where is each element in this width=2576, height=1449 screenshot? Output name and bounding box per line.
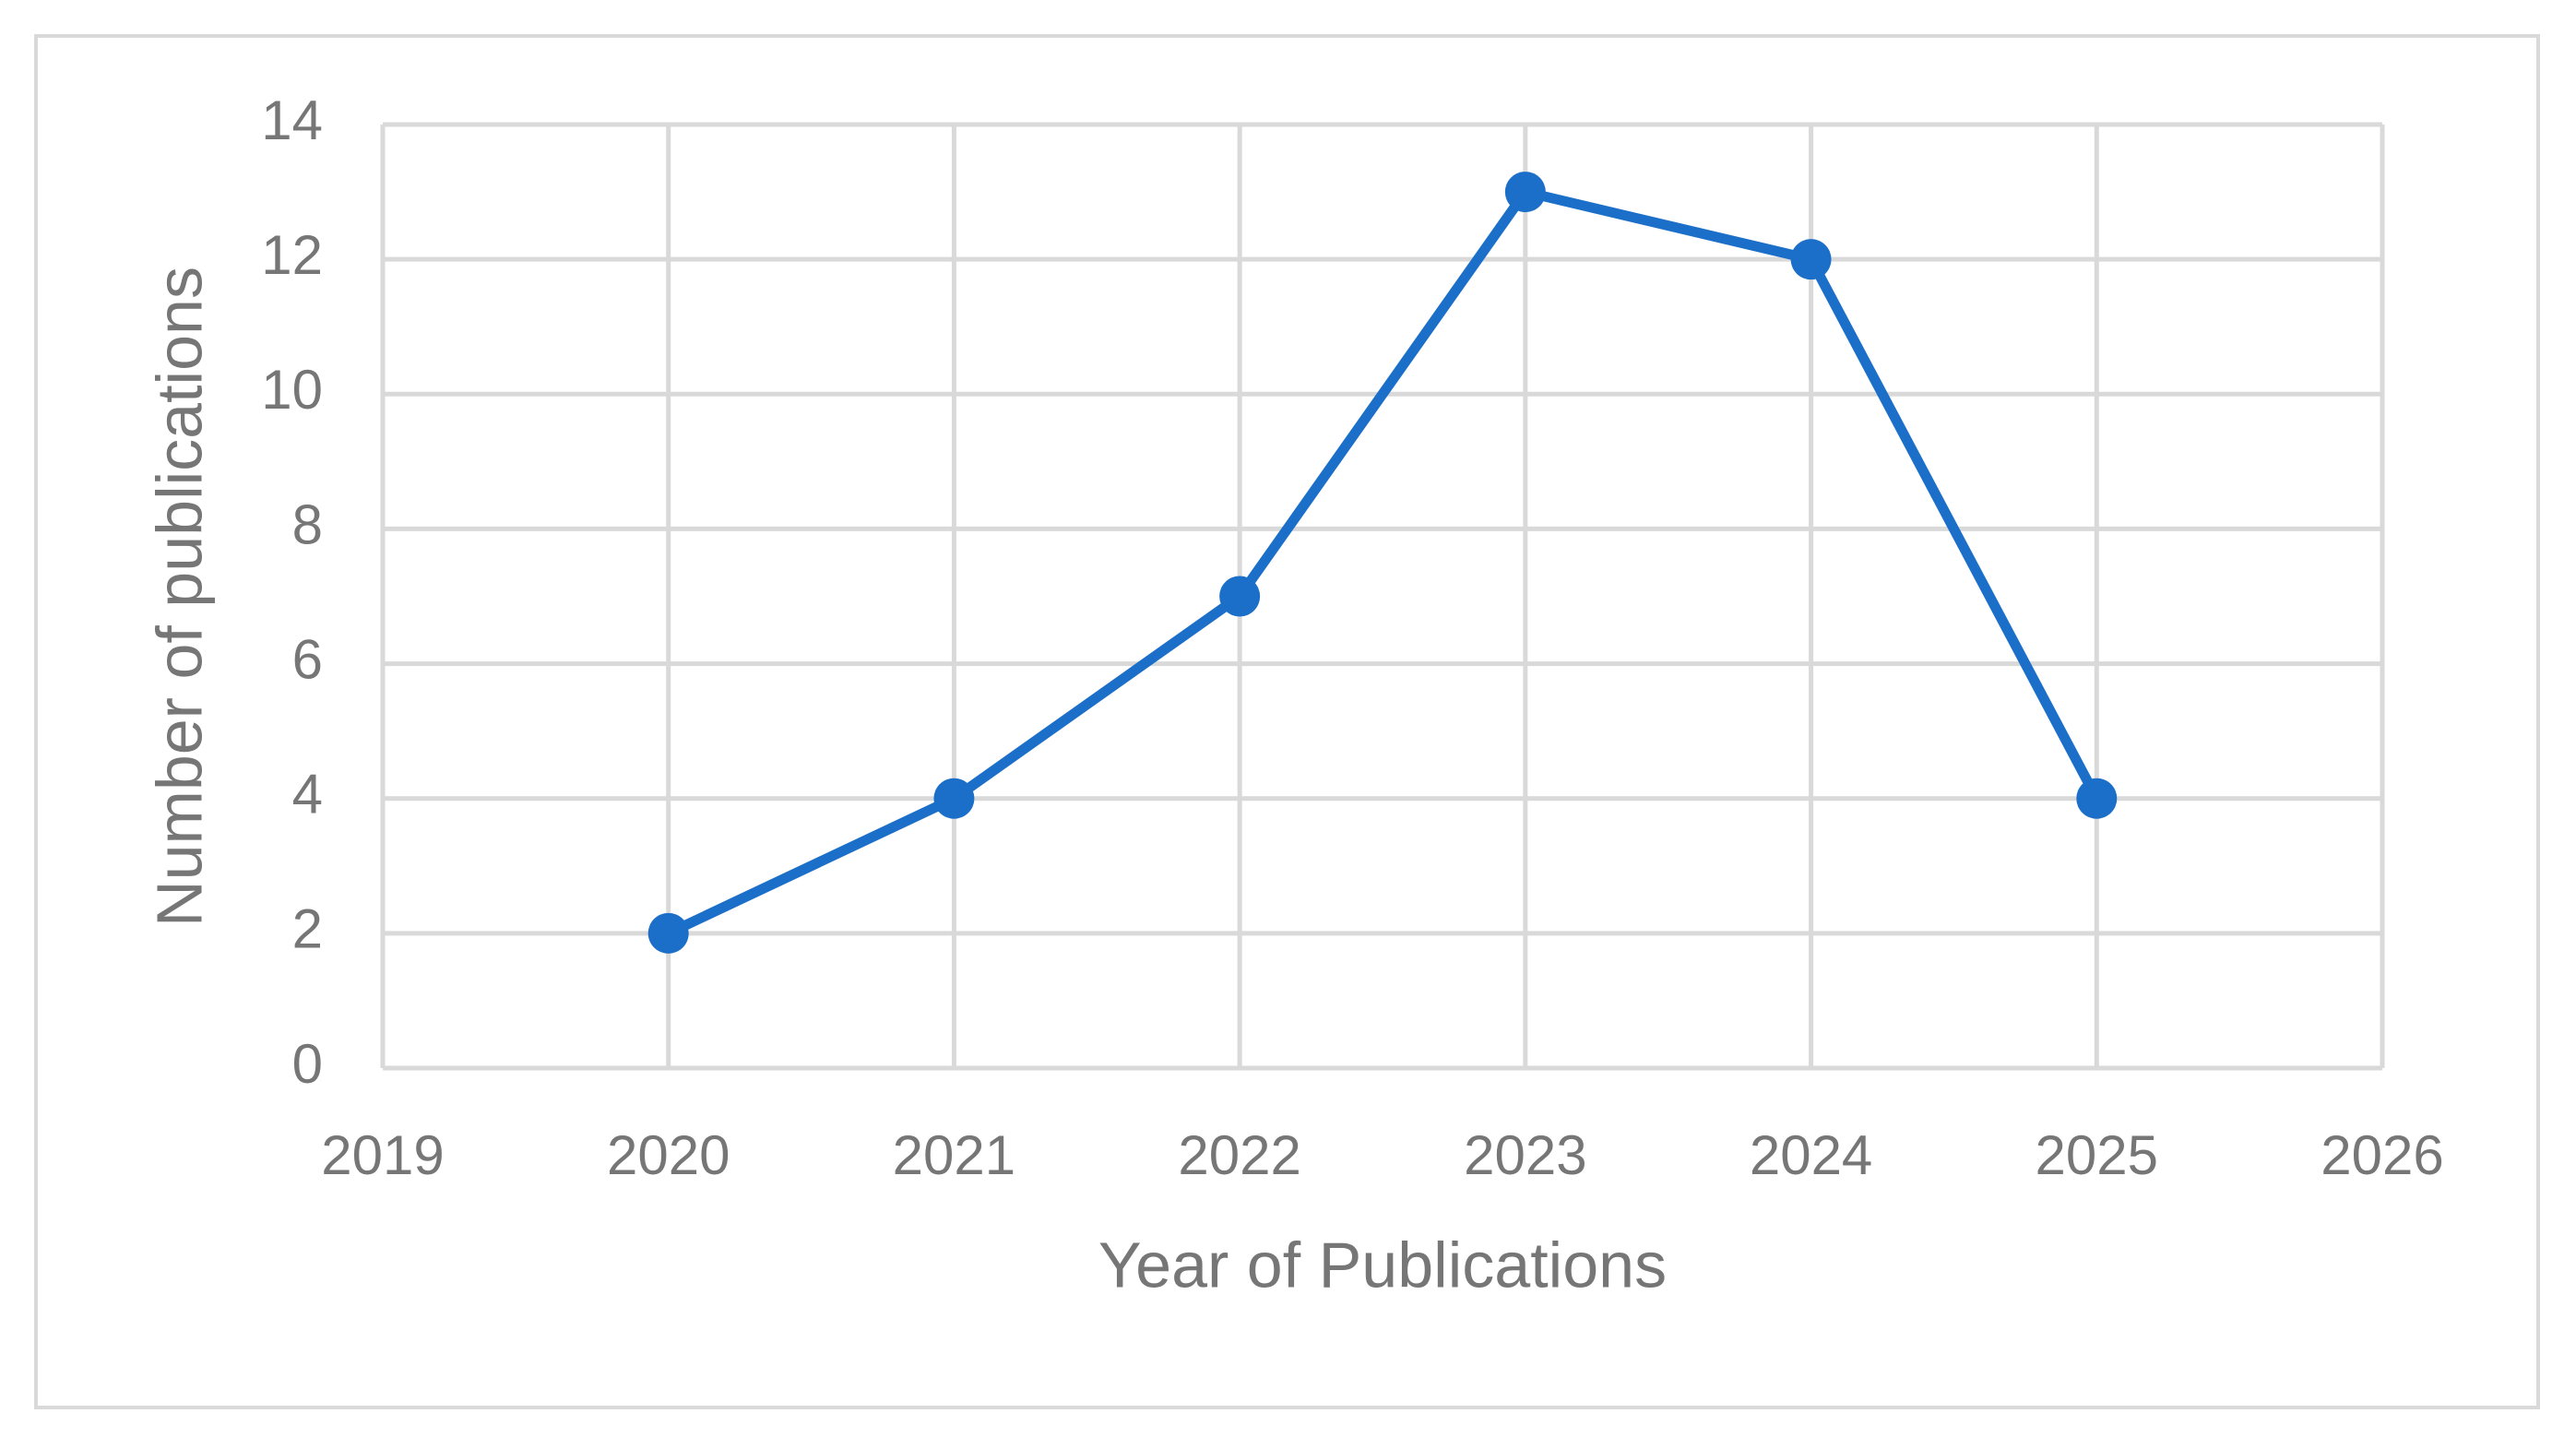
x-tick-label: 2022 — [1178, 1124, 1300, 1186]
x-tick-label: 2023 — [1464, 1124, 1586, 1186]
y-tick-label: 8 — [292, 493, 323, 555]
x-tick-label: 2024 — [1750, 1124, 1872, 1186]
y-tick-label: 0 — [292, 1033, 323, 1095]
y-tick-label: 2 — [292, 898, 323, 960]
y-tick-label: 14 — [261, 89, 323, 151]
x-axis-title: Year of Publications — [1098, 1229, 1667, 1301]
x-tick-label: 2019 — [321, 1124, 444, 1186]
tick-labels: 0 2 4 6 8 10 12 14 2019 2020 2021 2022 2023 2024 2025 2… — [261, 89, 2443, 1186]
data-point — [1219, 576, 1261, 617]
data-point — [933, 778, 975, 819]
data-line — [666, 186, 2102, 938]
x-tick-label: 2021 — [893, 1124, 1015, 1186]
chart-frame — [34, 34, 2540, 1409]
y-tick-label: 12 — [261, 224, 323, 286]
data-point — [1504, 172, 1546, 213]
plot — [647, 172, 2118, 954]
y-axis-title: Number of publications — [143, 267, 215, 927]
y-tick-label: 4 — [292, 764, 323, 825]
data-point — [647, 912, 689, 954]
data-point — [1790, 239, 1832, 280]
x-tick-label: 2026 — [2321, 1124, 2443, 1186]
y-tick-label: 10 — [261, 359, 323, 421]
data-point — [2076, 778, 2118, 819]
x-tick-label: 2025 — [2036, 1124, 2158, 1186]
x-tick-label: 2020 — [607, 1124, 730, 1186]
y-tick-label: 6 — [292, 628, 323, 690]
